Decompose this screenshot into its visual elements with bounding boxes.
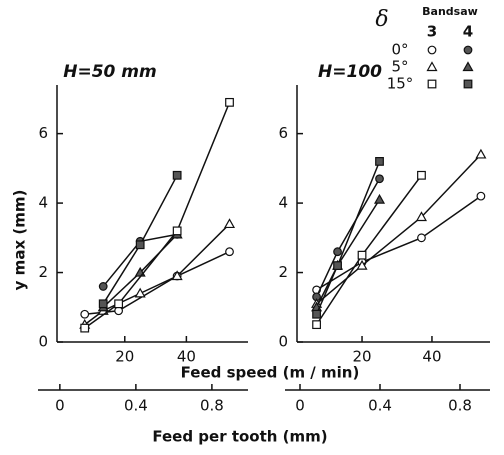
x2-tick-label: 0.8	[448, 397, 472, 415]
marker	[80, 323, 90, 333]
y-tick-label: 4	[38, 194, 48, 212]
marker	[375, 157, 384, 166]
marker	[114, 299, 124, 309]
legend-row: 15°	[387, 75, 414, 93]
x-axis-label: Feed speed (m / min)	[181, 364, 360, 382]
legend-column: 4	[463, 23, 473, 41]
marker	[417, 170, 426, 180]
marker	[312, 309, 321, 319]
y-tick-label: 2	[38, 263, 48, 281]
marker	[223, 218, 236, 229]
marker	[375, 174, 384, 184]
marker	[333, 247, 342, 257]
legend-header: Bandsaw	[422, 5, 478, 18]
series-line	[84, 102, 231, 329]
marker	[80, 309, 90, 319]
legend-marker	[463, 79, 473, 89]
x2-tick-label: 0.8	[200, 397, 224, 415]
y-tick-label: 6	[278, 124, 288, 142]
marker	[134, 287, 146, 298]
y-tick-label: 2	[278, 263, 288, 281]
marker	[415, 211, 427, 222]
legend-marker	[427, 45, 437, 55]
marker	[357, 250, 367, 260]
legend-title: δ	[375, 7, 388, 32]
marker	[373, 193, 386, 204]
legend-column: 3	[427, 23, 437, 41]
marker	[225, 97, 234, 107]
marker	[312, 320, 321, 330]
marker	[475, 148, 487, 159]
series-line	[316, 195, 482, 291]
x2-tick-label: 0.4	[124, 397, 148, 415]
marker	[172, 226, 182, 236]
x-tick-label: 40	[177, 348, 196, 366]
x-tick-label: 20	[115, 348, 134, 366]
series-line	[316, 153, 482, 305]
y-tick-label: 0	[38, 333, 48, 351]
panel-title: H=100	[318, 62, 382, 82]
y-tick-label: 4	[278, 194, 288, 212]
marker	[417, 233, 426, 243]
marker	[172, 170, 182, 180]
marker	[135, 240, 145, 250]
x2-tick-label: 0	[55, 397, 65, 415]
marker	[98, 299, 108, 309]
marker	[476, 191, 486, 201]
legend-marker	[463, 45, 473, 55]
legend-marker	[426, 61, 438, 72]
legend-marker	[462, 61, 474, 72]
legend-marker	[427, 79, 437, 89]
panel-title: H=50 mm	[63, 62, 156, 82]
y-tick-label: 6	[38, 124, 48, 142]
marker	[356, 259, 368, 270]
marker	[333, 261, 342, 270]
x-tick-label: 20	[352, 348, 371, 366]
y-axis-label: y max (mm)	[11, 190, 29, 291]
marker	[171, 270, 183, 281]
series-line	[315, 161, 381, 315]
x2-tick-label: 0	[295, 397, 305, 415]
y-tick-label: 0	[278, 333, 288, 351]
legend-row: 5°	[391, 58, 408, 76]
x-tick-label: 40	[422, 348, 441, 366]
x2-tick-label: 0.4	[368, 397, 392, 415]
marker	[225, 247, 234, 257]
marker	[98, 282, 108, 291]
legend-row: 0°	[391, 41, 408, 59]
x2-axis-label: Feed per tooth (mm)	[152, 428, 327, 446]
